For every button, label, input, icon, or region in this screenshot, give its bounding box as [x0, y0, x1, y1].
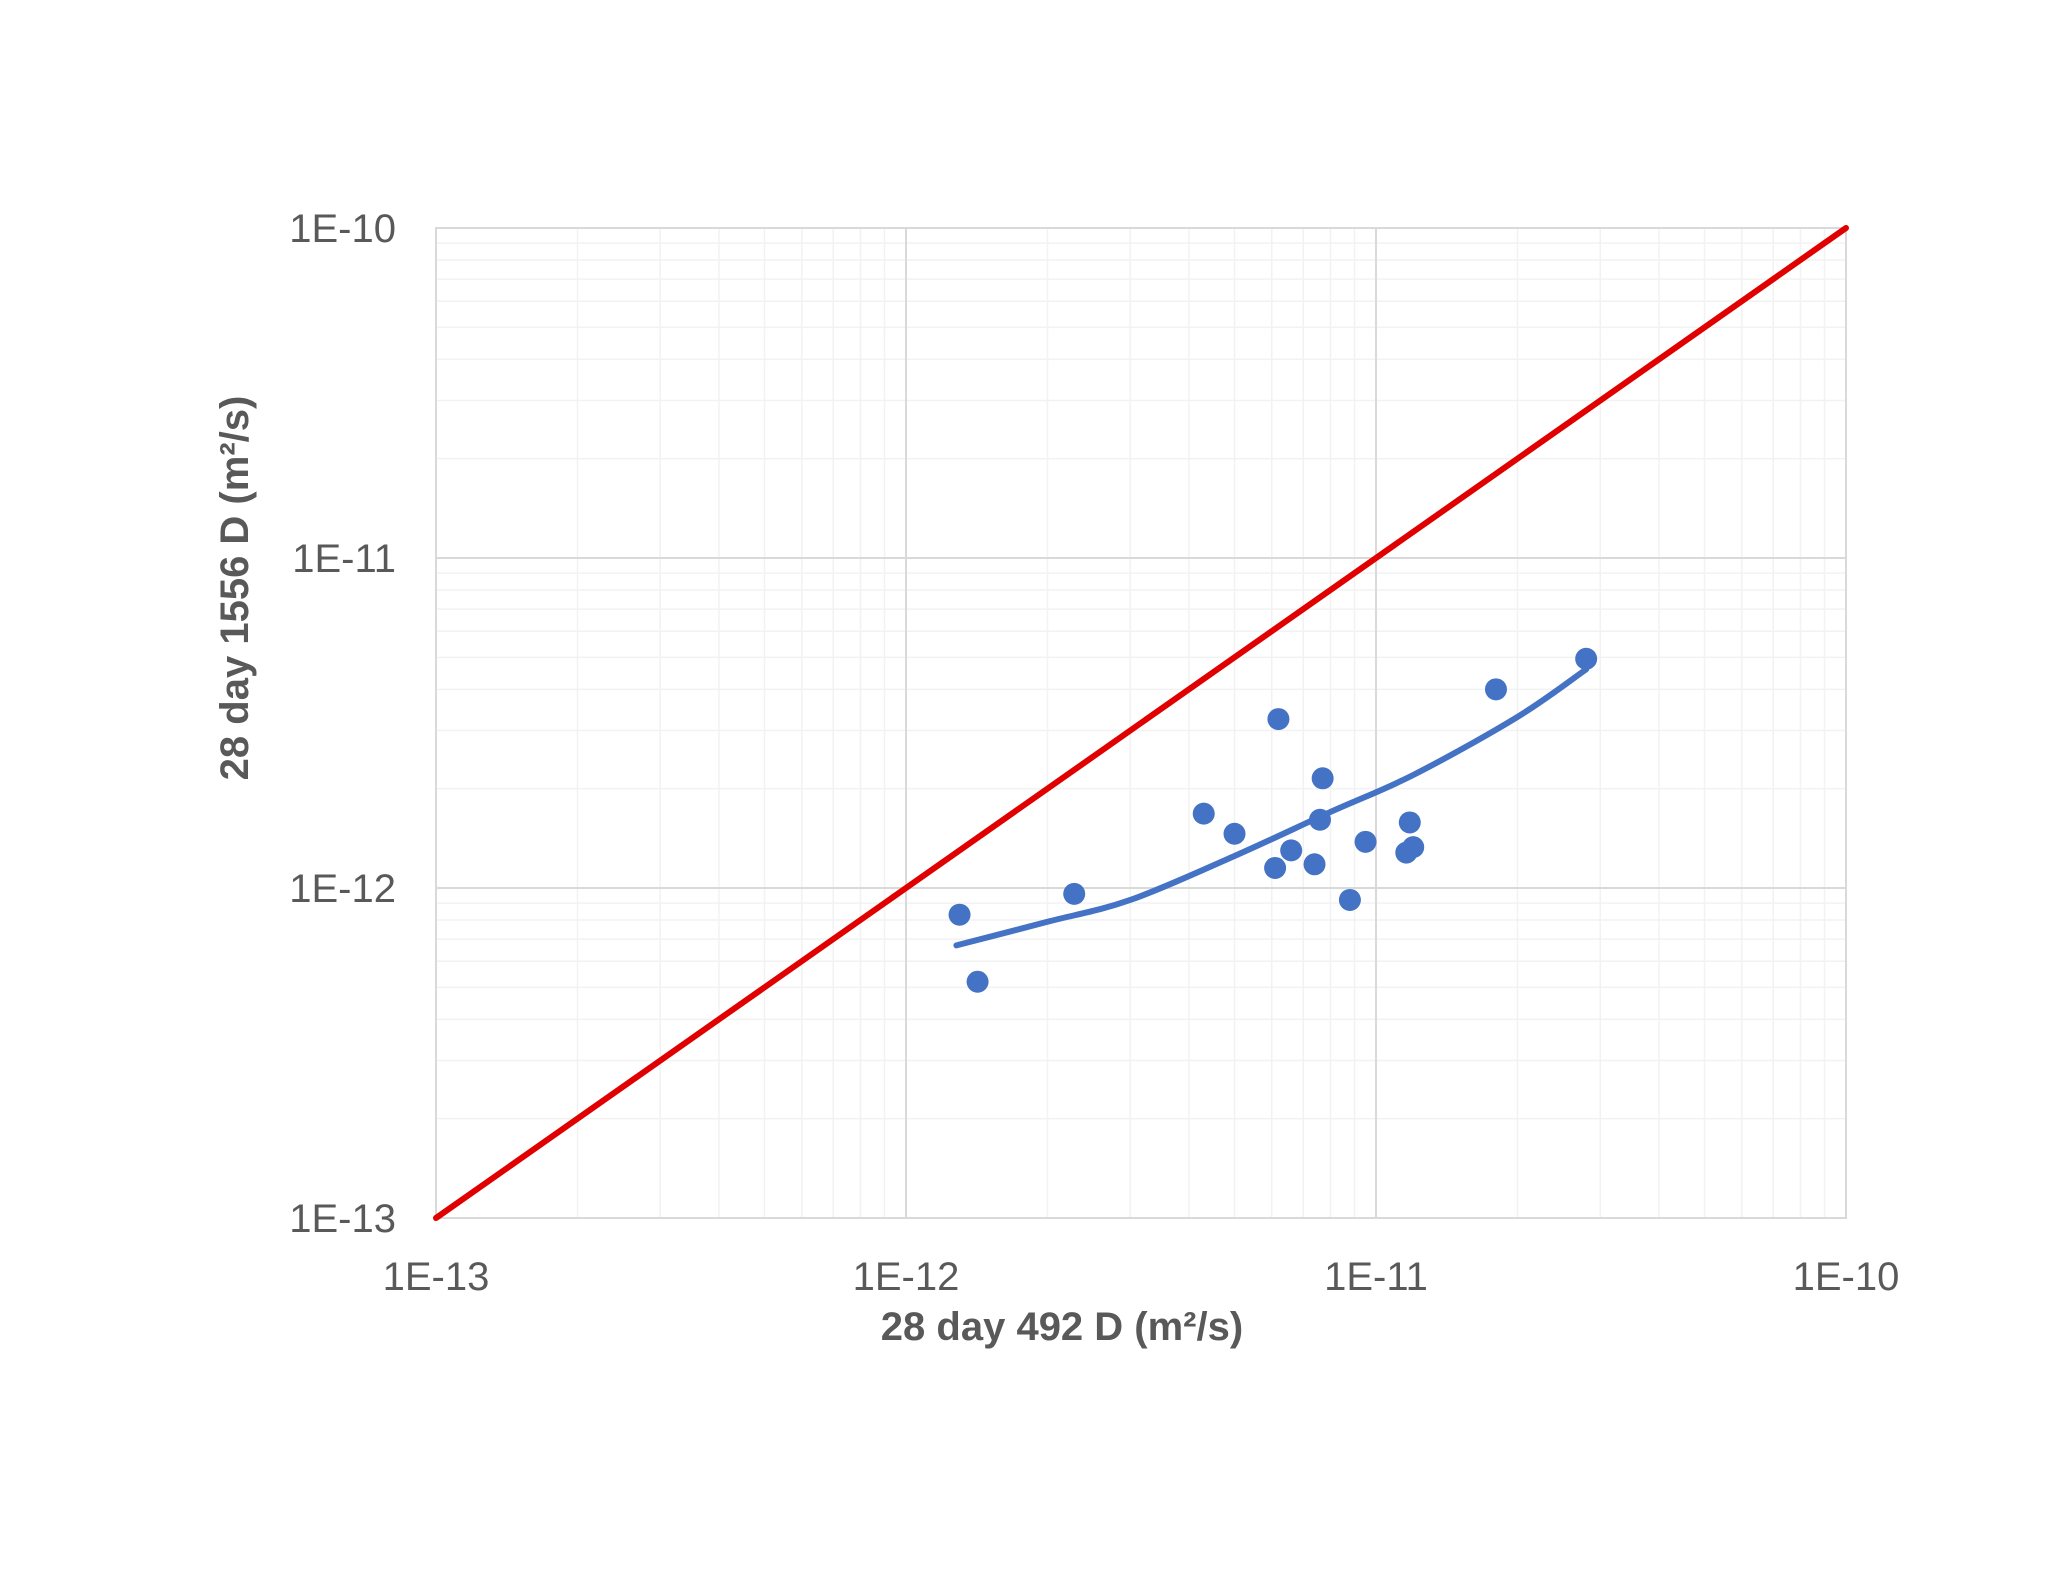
- y-tick-labels: 1E-13 1E-12 1E-11 1E-10: [289, 207, 396, 1241]
- data-point: [1063, 882, 1086, 905]
- data-point: [1398, 811, 1421, 834]
- x-tick-label: 1E-11: [1324, 1255, 1428, 1299]
- data-point: [1303, 853, 1326, 876]
- trendline: [953, 666, 1590, 949]
- y-axis-title: 28 day 1556 D (m²/s): [213, 396, 257, 781]
- trendline-layer: [953, 666, 1590, 949]
- y-tick-label: 1E-13: [289, 1197, 396, 1241]
- x-axis-title: 28 day 492 D (m²/s): [881, 1305, 1243, 1349]
- x-tick-labels: 1E-13 1E-12 1E-11 1E-10: [383, 1255, 1900, 1299]
- x-tick-label: 1E-12: [853, 1255, 960, 1299]
- data-point: [1575, 647, 1598, 670]
- data-point: [966, 970, 989, 993]
- data-point: [948, 903, 971, 926]
- data-points-layer: [948, 647, 1598, 993]
- data-point: [1354, 830, 1377, 853]
- data-point: [1311, 767, 1334, 790]
- data-point: [1280, 839, 1303, 862]
- equality-line: [433, 225, 1849, 1221]
- data-point: [1308, 808, 1331, 831]
- x-tick-label: 1E-10: [1793, 1255, 1900, 1299]
- y-tick-label: 1E-10: [289, 207, 396, 251]
- y-tick-label: 1E-12: [289, 867, 396, 911]
- x-tick-label: 1E-13: [383, 1255, 490, 1299]
- data-point: [1402, 836, 1425, 859]
- plot-border: [435, 227, 1847, 1219]
- data-point: [1484, 678, 1507, 701]
- data-point: [1267, 708, 1290, 731]
- data-point: [1338, 888, 1361, 911]
- data-point: [1264, 856, 1287, 879]
- y-tick-label: 1E-11: [292, 537, 396, 581]
- plot-frame: [435, 227, 1847, 1219]
- equality-line-layer: [433, 225, 1849, 1221]
- data-point: [1223, 822, 1246, 845]
- data-point: [1192, 802, 1215, 825]
